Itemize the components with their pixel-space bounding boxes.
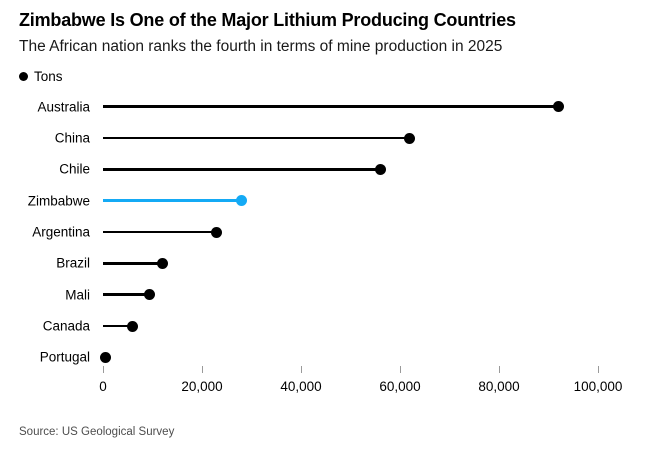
value-dot [156, 257, 168, 269]
value-dot [374, 163, 386, 175]
category-label: Australia [37, 99, 90, 115]
value-line [103, 230, 217, 234]
x-axis-tick [499, 366, 500, 373]
chart-row: Portugal [0, 342, 650, 373]
lollipop-chart: Australia China Chile Zimbabwe Argentina Braz… [0, 91, 650, 373]
category-label: Mali [65, 287, 90, 303]
chart-row: Argentina [0, 216, 650, 247]
legend-label: Tons [34, 69, 63, 84]
value-dot [552, 101, 564, 113]
value-dot [211, 226, 223, 238]
category-label: Canada [42, 318, 90, 334]
x-axis-tick [598, 366, 599, 373]
x-axis-tick-label: 40,000 [280, 379, 322, 394]
x-axis-tick-label: 20,000 [181, 379, 223, 394]
category-label: Brazil [56, 255, 90, 271]
x-axis-tick-label: 100,000 [573, 379, 623, 394]
x-axis-tick [103, 366, 104, 373]
value-line [103, 168, 381, 171]
chart-row: Brazil [0, 248, 650, 279]
chart-row: Australia [0, 91, 650, 122]
source-note: Source: US Geological Survey [19, 426, 175, 438]
value-line [103, 324, 133, 328]
value-dot [236, 195, 248, 207]
category-label: Argentina [32, 224, 90, 240]
value-line [103, 293, 150, 296]
legend: Tons [19, 69, 63, 84]
value-dot [404, 132, 416, 144]
chart-row: Canada [0, 310, 650, 341]
value-line [103, 199, 242, 202]
x-axis-tick [400, 366, 401, 373]
category-label: China [54, 130, 90, 146]
value-dot [127, 320, 139, 332]
chart-row: China [0, 122, 650, 153]
category-label: Portugal [39, 349, 90, 365]
value-dot [99, 351, 111, 363]
value-dot [143, 289, 155, 301]
value-line [103, 262, 163, 265]
x-axis-tick [301, 366, 302, 373]
x-axis-tick-label: 80,000 [478, 379, 520, 394]
x-axis: 0 20,000 40,000 60,000 80,000 100,000 [99, 366, 622, 400]
value-line [103, 105, 559, 108]
chart-row: Chile [0, 154, 650, 185]
legend-marker-icon [19, 72, 28, 81]
chart-row: Zimbabwe [0, 185, 650, 216]
value-line [103, 136, 410, 140]
category-label: Zimbabwe [27, 193, 90, 209]
chart-subtitle: The African nation ranks the fourth in t… [19, 38, 503, 55]
x-axis-tick [202, 366, 203, 373]
x-axis-tick-label: 0 [99, 379, 107, 394]
page-title: Zimbabwe Is One of the Major Lithium Pro… [19, 10, 516, 30]
chart-row: Mali [0, 279, 650, 310]
category-label: Chile [59, 161, 90, 177]
x-axis-tick-label: 60,000 [379, 379, 421, 394]
